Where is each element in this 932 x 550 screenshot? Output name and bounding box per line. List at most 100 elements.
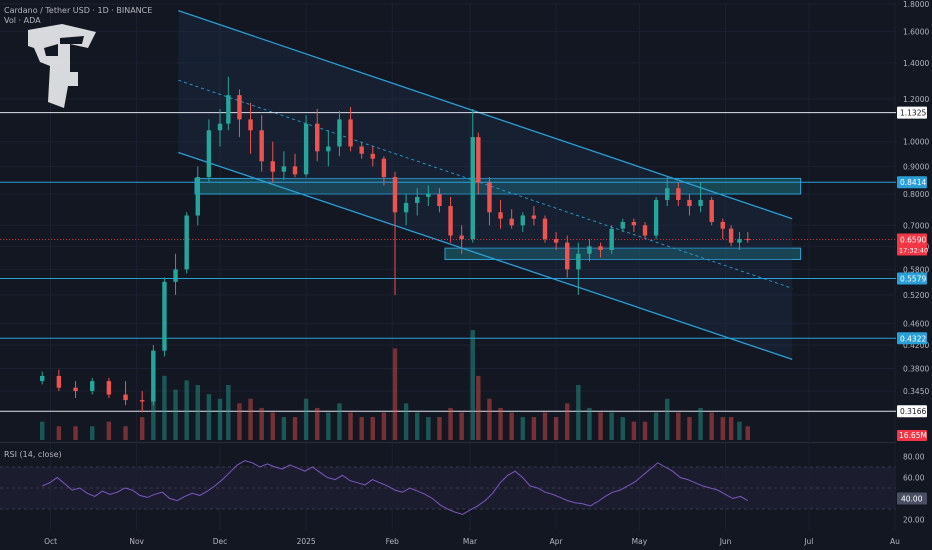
volume-bar: [217, 398, 223, 440]
volume-bar: [448, 407, 453, 440]
y-tick-label: 0.9000: [903, 162, 929, 171]
time-axis: Oct Nov Dec 2025 Feb Mar Apr May Jun Jul Au: [44, 537, 900, 546]
candle-body: [162, 281, 167, 351]
candle-body: [487, 182, 492, 213]
x-tick-label: Nov: [129, 537, 144, 546]
volume-bar: [642, 421, 648, 440]
horizontal-levels: [0, 112, 896, 412]
candle-body: [426, 194, 431, 197]
candle-body: [415, 196, 420, 203]
volume-bar: [542, 412, 548, 440]
volume-bar: [531, 417, 537, 440]
chart-legend: Cardano / Tether USD · 1D · BINANCE Vol …: [4, 6, 152, 26]
volume-bars: [40, 330, 750, 440]
volume-bar: [162, 375, 167, 440]
rsi-background: [0, 442, 896, 510]
candle-body: [698, 199, 703, 207]
candle-body: [206, 130, 212, 178]
rsi-line: [42, 460, 749, 515]
volume-legend[interactable]: Vol · ADA: [4, 16, 41, 25]
volume-bar: [281, 417, 287, 440]
volume-bar: [392, 348, 398, 440]
volume-bar: [348, 412, 353, 440]
volume-bar: [720, 417, 725, 440]
volume-bar: [303, 398, 309, 440]
candle-body: [498, 212, 503, 219]
volume-bar: [315, 407, 320, 440]
volume-bar: [206, 394, 212, 440]
volume-bar: [476, 375, 481, 440]
candle-body: [303, 123, 309, 175]
candle-body: [448, 206, 453, 236]
level-badge-label: 0.5579: [900, 274, 926, 283]
volume-bar: [173, 389, 178, 440]
x-tick-label: Oct: [44, 537, 57, 546]
candle-body: [73, 387, 78, 392]
candle-body: [609, 228, 614, 250]
y-tick-label: 0.3450: [903, 387, 929, 396]
volume-bar: [381, 412, 387, 440]
x-tick-label: Feb: [386, 537, 400, 546]
candle-body: [337, 119, 342, 147]
volume-bar: [151, 394, 156, 440]
y-tick-label: 0.4600: [903, 320, 929, 329]
level-badge-label: 0.3166: [900, 407, 926, 416]
rsi-tick-label: 60.00: [903, 474, 925, 483]
candle-body: [140, 400, 145, 402]
candle-body: [123, 394, 128, 401]
volume-bar: [292, 417, 298, 440]
volume-bar: [598, 412, 603, 440]
candle-body: [576, 253, 581, 270]
candle-body: [173, 269, 178, 282]
candle-body: [653, 199, 659, 236]
volume-bar: [123, 426, 128, 440]
volume-bar: [565, 403, 570, 440]
symbol-title[interactable]: Cardano / Tether USD · 1D · BINANCE: [4, 6, 153, 15]
candle-body: [359, 146, 364, 154]
candle-body: [687, 199, 692, 207]
candle-body: [237, 95, 242, 120]
y-tick-label: 0.5800: [903, 265, 929, 274]
volume-bar: [248, 398, 253, 440]
candle-body: [642, 225, 648, 236]
volume-bar: [337, 403, 342, 440]
y-tick-label: 0.4200: [903, 341, 929, 350]
rsi-tick-label: 20.00: [903, 516, 925, 525]
volume-bar: [459, 412, 464, 440]
candle-body: [106, 381, 112, 395]
volume-bar: [426, 417, 431, 440]
price-axis: 1.8000 1.6000 1.4000 1.2000 1.0000 0.9000 0.80…: [903, 0, 929, 525]
volume-bar: [259, 407, 264, 440]
candle-body: [217, 123, 223, 131]
y-tick-label: 1.8000: [903, 0, 929, 9]
candle-body: [476, 137, 481, 183]
volume-bar: [73, 426, 78, 440]
volume-bar: [631, 421, 637, 440]
volume-bar: [140, 417, 145, 440]
volume-bar: [359, 417, 364, 440]
candle-body: [151, 350, 156, 402]
volume-bar: [745, 426, 750, 440]
candle-body: [470, 137, 475, 240]
volume-badge-label: 16.65M: [899, 431, 927, 440]
candle-body: [520, 215, 525, 226]
candle-body: [709, 199, 714, 222]
candle-body: [326, 146, 331, 152]
y-tick-label: 0.7000: [903, 221, 929, 230]
x-tick-label: 2025: [297, 537, 316, 546]
candle-body: [56, 375, 62, 388]
rsi-legend[interactable]: RSI (14, close): [4, 450, 62, 459]
x-tick-label: Dec: [213, 537, 228, 546]
y-tick-label: 1.2000: [903, 95, 929, 104]
candle-body: [292, 166, 298, 175]
volume-bar: [90, 426, 95, 440]
candle-body: [745, 239, 750, 241]
volume-bar: [470, 330, 475, 440]
channel-lower-line: [178, 151, 793, 360]
candle-body: [542, 218, 548, 240]
volume-bar: [737, 421, 742, 440]
volume-bar: [237, 403, 242, 440]
candle-body: [565, 242, 570, 270]
candle-body: [620, 221, 625, 229]
